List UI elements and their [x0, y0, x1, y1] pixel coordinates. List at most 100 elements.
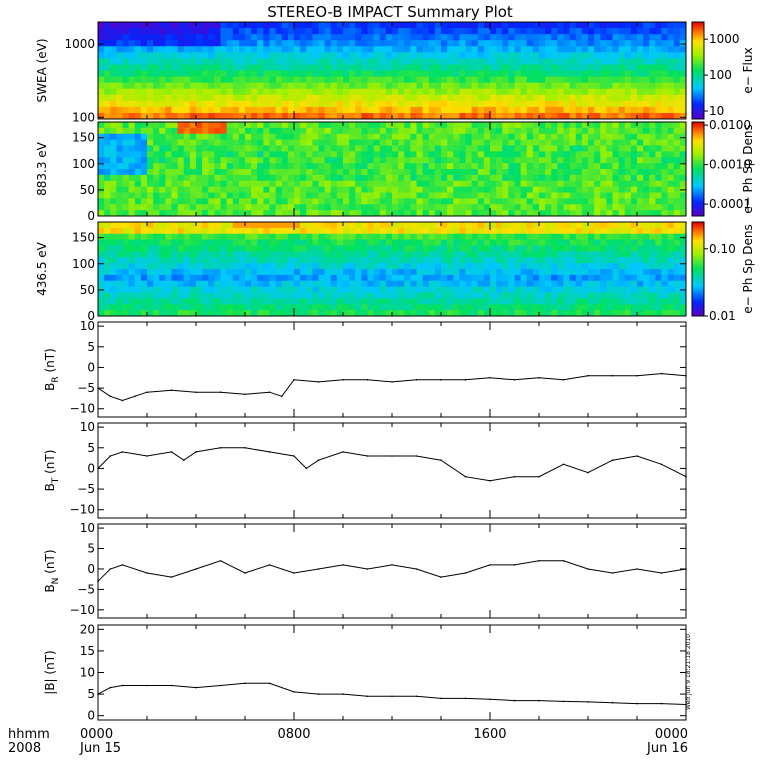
heatmap-cell — [287, 112, 295, 120]
heatmap-cell — [606, 251, 614, 258]
heatmap-cell — [104, 274, 111, 282]
data-point — [636, 455, 638, 457]
heatmap-cell — [379, 22, 387, 29]
heatmap-cell — [630, 94, 638, 102]
heatmap-cell — [214, 274, 222, 282]
heatmap-cell — [281, 180, 289, 188]
heatmap-cell — [612, 52, 620, 59]
heatmap-cell — [294, 88, 301, 96]
heatmap-cell — [410, 239, 418, 247]
heatmap-cell — [612, 139, 620, 147]
heatmap-cell — [465, 122, 473, 129]
heatmap-cell — [245, 133, 252, 141]
heatmap-cell — [471, 127, 479, 135]
heatmap-cell — [490, 58, 497, 65]
heatmap-cell — [392, 163, 399, 170]
heatmap-cell — [355, 186, 362, 194]
heatmap-cell — [306, 58, 313, 65]
heatmap-cell — [624, 269, 632, 276]
heatmap-cell — [159, 34, 166, 41]
heatmap-cell — [171, 82, 179, 90]
heatmap-cell — [545, 122, 552, 129]
heatmap-cell — [116, 286, 124, 294]
heatmap-cell — [208, 157, 215, 164]
heatmap-cell — [281, 70, 289, 78]
heatmap-cell — [459, 245, 467, 252]
heatmap-cell — [306, 192, 313, 199]
heatmap-cell — [367, 151, 375, 158]
heatmap-cell — [312, 122, 320, 129]
heatmap-cell — [238, 263, 246, 270]
heatmap-cell — [275, 233, 283, 241]
heatmap-cell — [673, 198, 681, 205]
heatmap-cell — [275, 52, 283, 59]
heatmap-cell — [318, 269, 326, 276]
heatmap-cell — [251, 174, 258, 182]
heatmap-cell — [183, 106, 191, 114]
heatmap-cell — [428, 46, 436, 53]
heatmap-cell — [441, 34, 448, 41]
heatmap-cell — [471, 40, 479, 47]
heatmap-cell — [202, 52, 209, 59]
heatmap-cell — [159, 145, 166, 152]
heatmap-cell — [98, 257, 105, 264]
heatmap-cell — [563, 64, 571, 71]
heatmap-cell — [539, 157, 546, 164]
heatmap-cell — [165, 133, 173, 141]
heatmap-cell — [263, 100, 271, 108]
heatmap-cell — [245, 106, 252, 114]
heatmap-cell — [281, 257, 289, 264]
heatmap-cell — [196, 122, 203, 129]
heatmap-cell — [398, 239, 405, 247]
heatmap-cell — [147, 163, 154, 170]
heatmap-cell — [287, 22, 295, 29]
heatmap-cell — [490, 139, 497, 147]
heatmap-cell — [361, 227, 369, 235]
heatmap-cell — [496, 304, 503, 311]
heatmap-cell — [251, 157, 258, 164]
heatmap-cell — [257, 169, 264, 176]
heatmap-cell — [312, 186, 320, 194]
heatmap-cell — [330, 145, 338, 152]
heatmap-cell — [600, 46, 607, 53]
heatmap-cell — [147, 180, 154, 188]
heatmap-cell — [447, 292, 454, 299]
heatmap-cell — [98, 269, 105, 276]
heatmap-cell — [208, 298, 215, 305]
heatmap-cell — [588, 88, 595, 96]
heatmap-cell — [526, 227, 534, 235]
heatmap-cell — [490, 304, 497, 311]
heatmap-cell — [661, 106, 669, 114]
heatmap-cell — [514, 88, 522, 96]
heatmap-cell — [343, 198, 350, 205]
heatmap-cell — [379, 133, 387, 141]
heatmap-cell — [612, 298, 620, 305]
heatmap-cell — [294, 280, 301, 288]
heatmap-cell — [294, 233, 301, 241]
heatmap-cell — [416, 204, 424, 211]
data-point — [317, 381, 320, 383]
heatmap-cell — [306, 210, 313, 217]
heatmap-cell — [624, 204, 632, 211]
heatmap-cell — [649, 163, 656, 170]
heatmap-cell — [453, 22, 460, 29]
heatmap-cell — [183, 257, 191, 264]
heatmap-cell — [679, 70, 687, 78]
heatmap-cell — [116, 192, 124, 199]
heatmap-cell — [392, 269, 399, 276]
heatmap-cell — [122, 227, 130, 235]
heatmap-cell — [349, 233, 356, 241]
heatmap-cell — [171, 169, 179, 176]
heatmap-cell — [526, 76, 534, 84]
data-point — [342, 379, 344, 381]
heatmap-cell — [453, 46, 460, 53]
heatmap-cell — [343, 280, 350, 288]
heatmap-cell — [441, 222, 448, 229]
heatmap-cell — [667, 192, 675, 199]
heatmap-cell — [410, 269, 418, 276]
heatmap-cell — [502, 82, 509, 90]
heatmap-cell — [214, 70, 222, 78]
heatmap-cell — [202, 163, 209, 170]
colorbar-tick-label: 10 — [709, 104, 724, 118]
heatmap-cell — [465, 58, 473, 65]
